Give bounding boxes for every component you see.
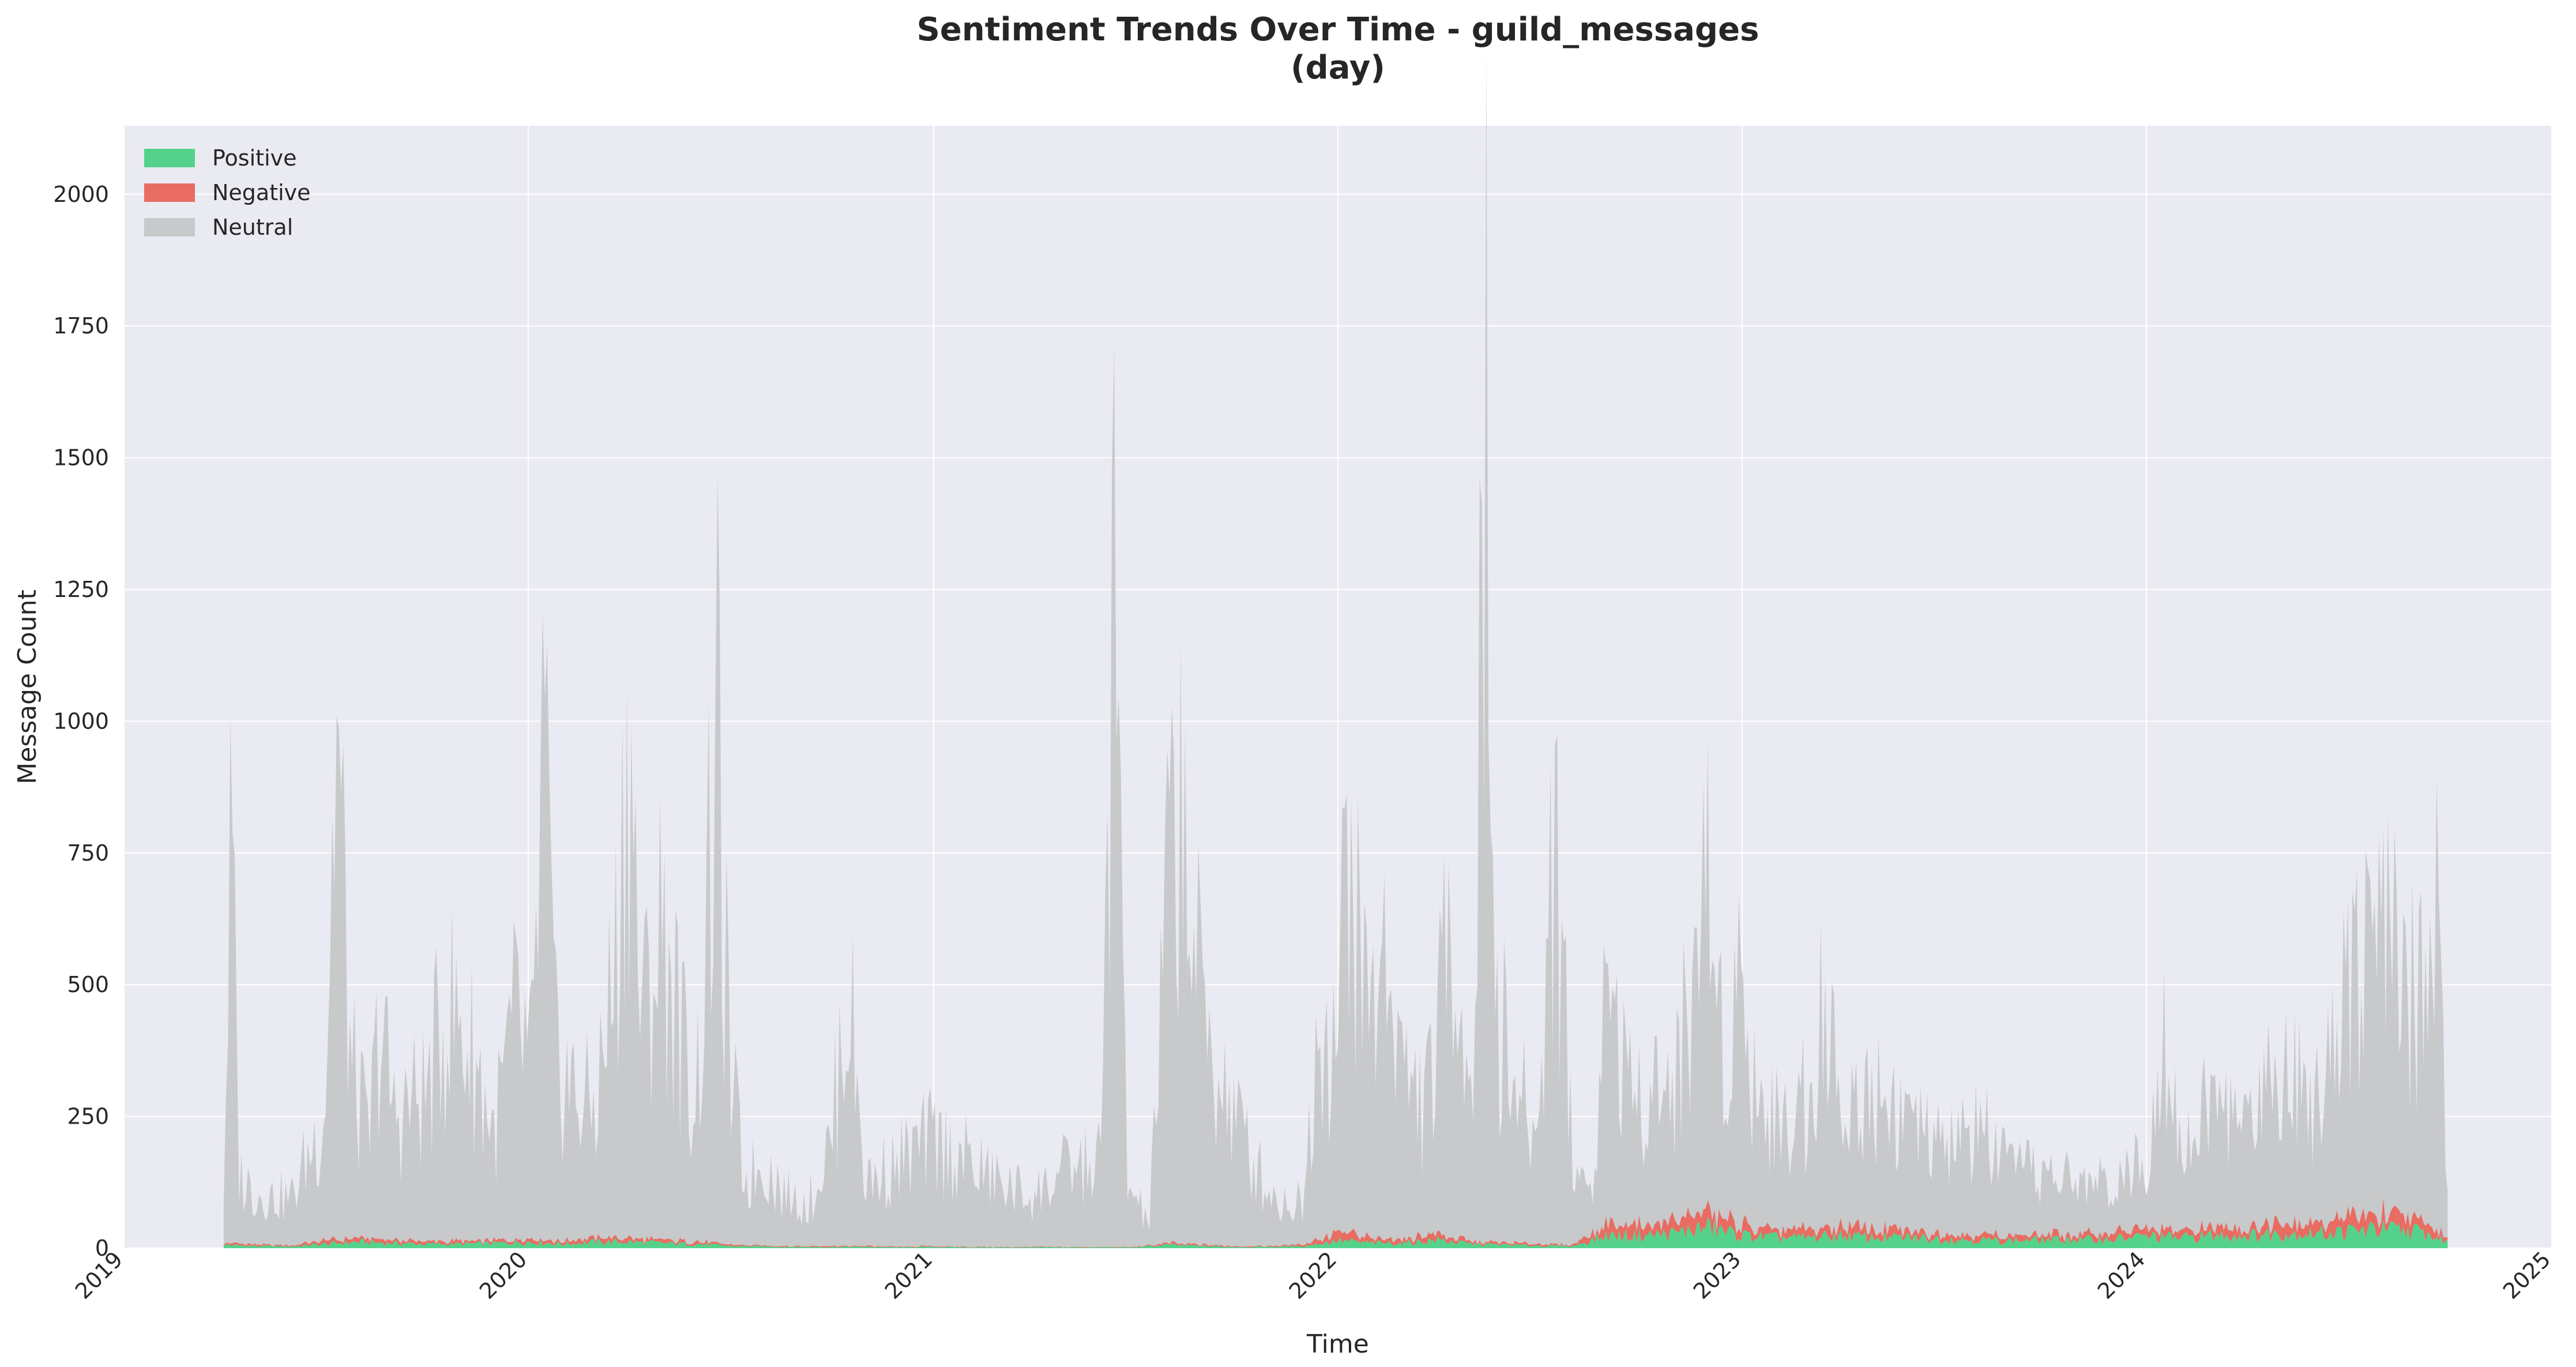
x-axis-label: Time (1306, 1330, 1369, 1359)
y-tick-label: 1000 (53, 708, 109, 734)
area-neutral (223, 48, 2448, 1248)
legend-label-neutral: Neutral (212, 215, 293, 240)
grid (123, 126, 2552, 1249)
chart-subtitle: (day) (1291, 49, 1385, 87)
y-tick-label: 750 (67, 840, 109, 866)
y-tick-label: 2000 (53, 182, 109, 207)
legend-label-negative: Negative (212, 180, 311, 205)
y-tick-label: 1250 (53, 577, 109, 602)
legend-swatch-neutral (144, 218, 195, 236)
legend: Positive Negative Neutral (144, 145, 311, 240)
y-axis-ticks: 0 250 500 750 1000 1250 1500 1750 2000 (53, 182, 109, 1261)
chart-title: Sentiment Trends Over Time - guild_messa… (917, 11, 1759, 48)
y-tick-label: 1750 (53, 313, 109, 339)
y-tick-label: 1500 (53, 445, 109, 471)
legend-swatch-positive (144, 149, 195, 167)
y-tick-label: 250 (67, 1104, 109, 1129)
y-axis-label: Message Count (13, 589, 42, 784)
legend-swatch-negative (144, 183, 195, 202)
stacked-areas (223, 48, 2448, 1248)
y-tick-label: 500 (67, 972, 109, 997)
area-negative (223, 1197, 2448, 1248)
y-tick-label: 0 (95, 1235, 109, 1261)
legend-label-positive: Positive (212, 145, 297, 171)
area-positive (223, 1216, 2448, 1248)
